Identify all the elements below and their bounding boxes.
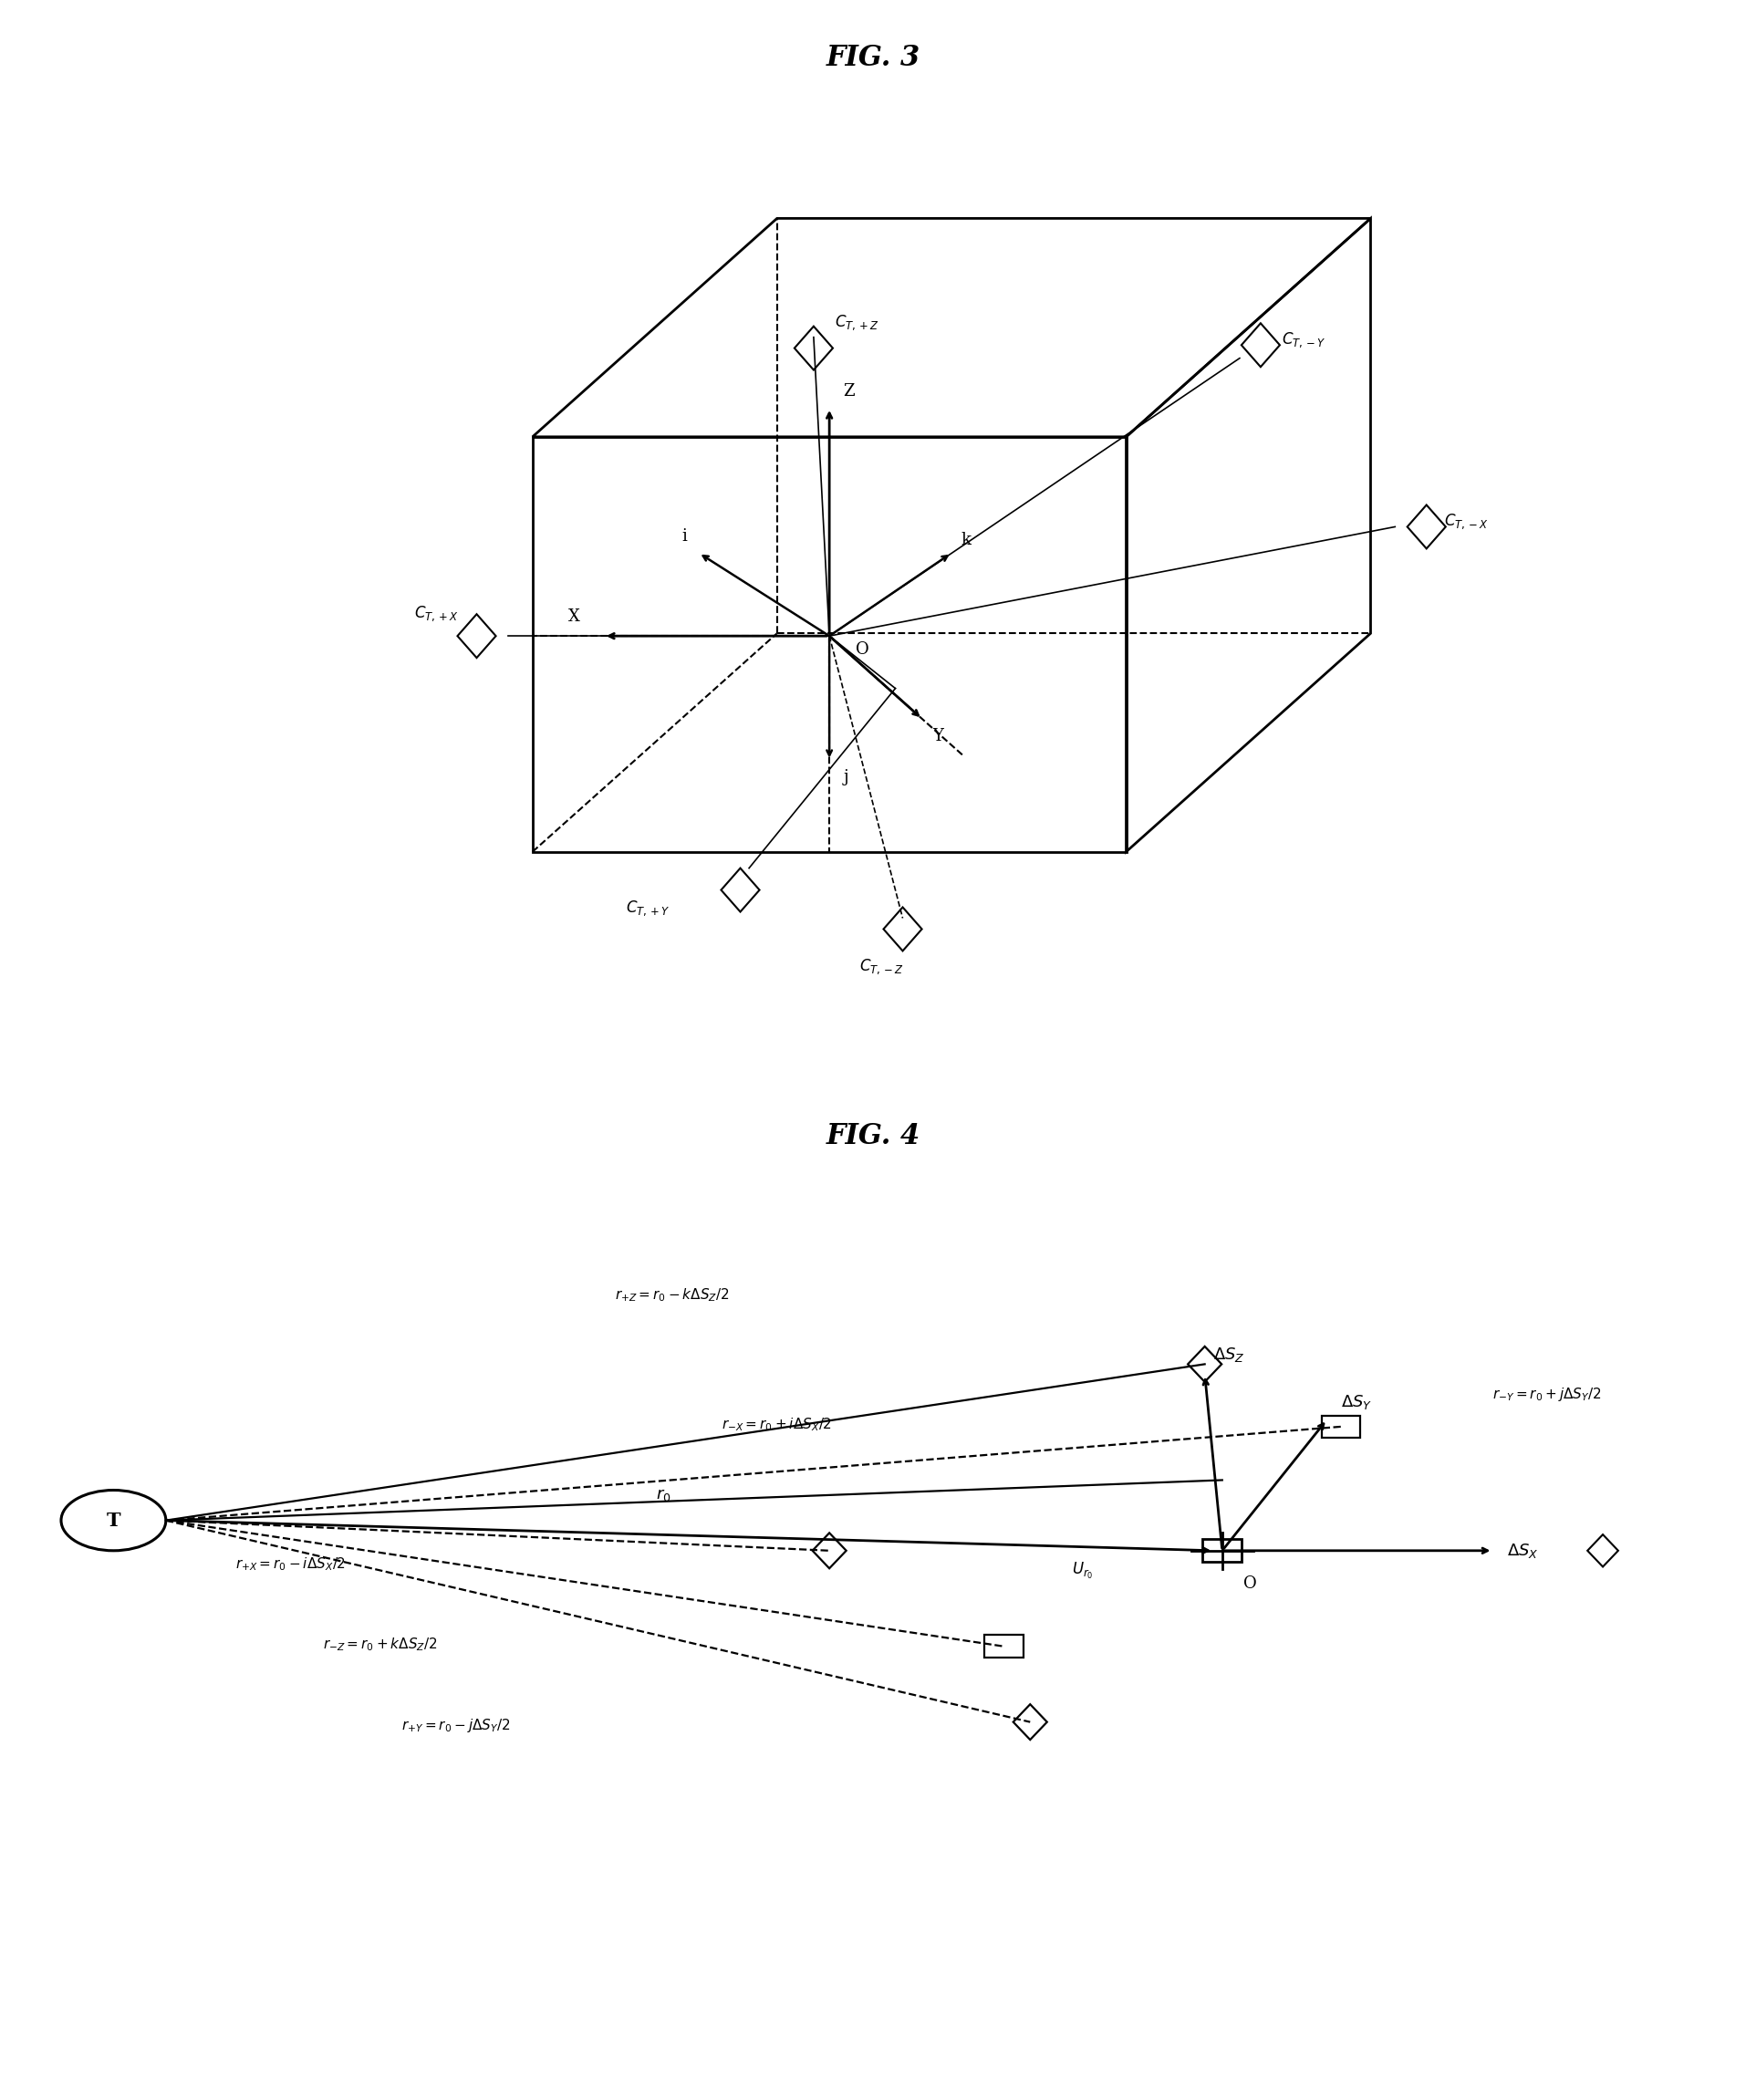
- Text: $\Delta S_X$: $\Delta S_X$: [1507, 1541, 1538, 1560]
- Text: $r_{-Y}=r_0+j\Delta S_Y/2$: $r_{-Y}=r_0+j\Delta S_Y/2$: [1493, 1386, 1601, 1403]
- Text: $r_0$: $r_0$: [656, 1487, 670, 1504]
- Text: O: O: [856, 640, 870, 657]
- Text: $C_{T,-Y}$: $C_{T,-Y}$: [1282, 330, 1327, 349]
- Text: i: i: [681, 529, 686, 544]
- Text: X: X: [567, 609, 580, 626]
- Text: $r_{-Z}=r_0+k\Delta S_Z/2$: $r_{-Z}=r_0+k\Delta S_Z/2$: [323, 1636, 438, 1653]
- Text: FIG. 4: FIG. 4: [826, 1121, 920, 1151]
- Text: $C_{T,-Z}$: $C_{T,-Z}$: [859, 958, 904, 977]
- Text: $U_{r_0}$: $U_{r_0}$: [1072, 1560, 1093, 1581]
- Text: FIG. 3: FIG. 3: [826, 44, 920, 71]
- Text: O: O: [1243, 1575, 1257, 1592]
- Text: $C_{T,+Y}$: $C_{T,+Y}$: [625, 899, 670, 918]
- Text: $C_{T,+Z}$: $C_{T,+Z}$: [835, 313, 880, 332]
- Text: k: k: [962, 531, 971, 548]
- Text: j: j: [843, 769, 849, 785]
- Text: $\Delta S_Z$: $\Delta S_Z$: [1213, 1346, 1245, 1365]
- Text: $C_{T,-X}$: $C_{T,-X}$: [1444, 512, 1489, 531]
- Text: $r_{+Y}=r_0-j\Delta S_Y/2$: $r_{+Y}=r_0-j\Delta S_Y/2$: [402, 1718, 510, 1735]
- Text: Z: Z: [843, 382, 856, 399]
- Text: $\Delta S_Y$: $\Delta S_Y$: [1341, 1392, 1372, 1411]
- Text: $C_{T,+X}$: $C_{T,+X}$: [414, 605, 459, 624]
- Text: $r_{+X}=r_0-i\Delta S_X/2$: $r_{+X}=r_0-i\Delta S_X/2$: [236, 1556, 346, 1573]
- Text: Y: Y: [932, 729, 943, 743]
- Text: T: T: [107, 1512, 120, 1529]
- Text: $r_{+Z}=r_0-k\Delta S_Z/2$: $r_{+Z}=r_0-k\Delta S_Z/2$: [615, 1287, 730, 1304]
- Text: $r_{-X}=r_0+i\Delta S_X/2$: $r_{-X}=r_0+i\Delta S_X/2$: [721, 1415, 833, 1432]
